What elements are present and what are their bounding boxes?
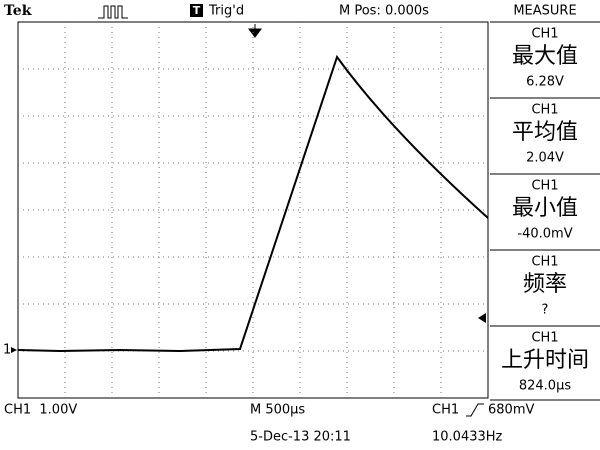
measure-channel: CH1 [531, 103, 558, 118]
frequency: 10.0433Hz [432, 430, 503, 445]
waveform-trace [17, 54, 489, 353]
trigger-position-marker [248, 24, 262, 38]
channel-marker: 1 [3, 343, 11, 358]
trigger-slope-icon [466, 403, 484, 417]
measure-channel: CH1 [531, 255, 558, 270]
trigger-status: Trig'd [208, 4, 244, 19]
measure-value: 824.0µs [519, 379, 571, 394]
trigger-mode-icon [98, 5, 128, 19]
menu-title: MEASURE [513, 4, 576, 19]
date-time: 5-Dec-13 20:11 [250, 430, 351, 445]
measure-value: -40.0mV [517, 227, 572, 242]
measure-items: CH1 最大值 6.28V CH1 平均值 2.04V CH1 最小值 -40.0mV CH1 频率… [501, 27, 589, 394]
measure-value: ? [542, 303, 549, 318]
channel-marker-arrow [11, 347, 17, 353]
trigger-icon: T [193, 4, 201, 17]
channel-scale: CH1 1.00V [4, 403, 77, 418]
measure-label: 频率 [523, 272, 567, 297]
measure-channel: CH1 [531, 179, 558, 194]
measure-panel [490, 21, 600, 401]
measure-value: 6.28V [526, 75, 564, 90]
trigger-channel: CH1 [432, 403, 459, 418]
measure-label: 上升时间 [501, 348, 589, 373]
position: M Pos: 0.000s [339, 4, 429, 19]
brand: Tek [4, 3, 32, 19]
graticule [17, 21, 489, 399]
measure-label: 最小值 [512, 196, 578, 221]
measure-value: 2.04V [526, 151, 564, 166]
trigger-level: 680mV [488, 403, 534, 418]
measure-label: 平均值 [512, 120, 578, 145]
trigger-icon-box [190, 4, 203, 17]
trigger-level-marker [478, 313, 486, 323]
grid-lines [18, 22, 488, 398]
measure-label: 最大值 [512, 44, 578, 69]
measure-channel: CH1 [531, 331, 558, 346]
time-scale: M 500µs [250, 403, 305, 418]
measure-channel: CH1 [531, 27, 558, 42]
